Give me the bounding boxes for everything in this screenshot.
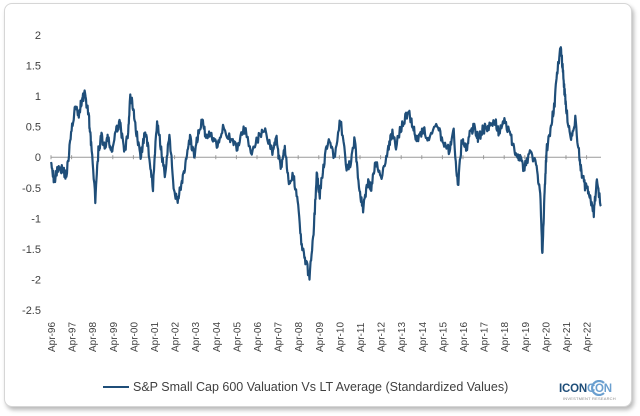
logo-wordmark: ICONCON xyxy=(559,383,612,395)
x-tick-label: Apr-21 xyxy=(562,322,573,352)
logo-text-main: ICON xyxy=(559,383,587,395)
y-tick-label: -0.5 xyxy=(22,183,41,195)
y-axis: 2 1.5 1 0.5 0 -0.5 -1 -1.5 -2 -2.5 xyxy=(22,30,41,317)
x-tick-label: Apr-11 xyxy=(356,322,367,352)
x-tick-label: Apr-12 xyxy=(377,322,388,352)
iconcon-logo: ICONCON INVESTMENT RESEARCH xyxy=(559,378,619,404)
x-tick-label: Apr-05 xyxy=(232,322,243,352)
x-tick-label: Apr-00 xyxy=(129,322,140,352)
x-tick-label: Apr-15 xyxy=(438,322,449,352)
legend: S&P Small Cap 600 Valuation Vs LT Averag… xyxy=(103,380,508,394)
legend-label: S&P Small Cap 600 Valuation Vs LT Averag… xyxy=(133,380,509,394)
y-tick-label: 0.5 xyxy=(26,122,41,134)
logo-text-alt: CON xyxy=(586,383,612,395)
x-tick-label: Apr-13 xyxy=(397,322,408,352)
x-tick-label: Apr-04 xyxy=(212,322,223,352)
series-line-sp600-valuation xyxy=(49,46,602,281)
x-tick-label: Apr-08 xyxy=(294,322,305,352)
x-tick-label: Apr-14 xyxy=(418,322,429,352)
x-tick-label: Apr-01 xyxy=(150,322,161,352)
x-tick-label: Apr-22 xyxy=(583,322,594,352)
line-chart: 21.510.50-0.5-1-1.5-2-2.5 Apr-96 Apr-97 Ap… xyxy=(22,30,602,352)
x-tick-label: Apr-99 xyxy=(109,322,120,352)
x-tick-label: Apr-17 xyxy=(480,322,491,352)
x-tick-label: Apr-02 xyxy=(171,322,182,352)
y-tick-label: -2 xyxy=(31,274,41,286)
chart-card: 2 1.5 1 0.5 0 -0.5 -1 -1.5 -2 -2.5 Apr-96 Apr-97 Ap… xyxy=(4,3,632,407)
y-tick-label: 1 xyxy=(35,91,41,103)
x-tick-label: Apr-06 xyxy=(253,322,264,352)
x-tick-label: Apr-09 xyxy=(315,322,326,352)
x-tick-label: Apr-16 xyxy=(459,322,470,352)
x-tick-label: Apr-96 xyxy=(47,322,58,352)
x-tick-label: Apr-98 xyxy=(88,322,99,352)
logo-tagline: INVESTMENT RESEARCH xyxy=(563,396,616,401)
x-tick-label: Apr-03 xyxy=(191,322,202,352)
x-tick-label: Apr-10 xyxy=(335,322,346,352)
y-tick-label: -2.5 xyxy=(22,305,41,317)
x-tick-label: Apr-18 xyxy=(500,322,511,352)
logo-arc-icon xyxy=(591,380,605,396)
y-tick-label: -1 xyxy=(31,213,41,225)
y-tick-label: 0 xyxy=(35,152,41,164)
y-tick-label: -1.5 xyxy=(22,244,41,256)
x-tick-label: Apr-97 xyxy=(68,322,79,352)
x-tick-label: Apr-07 xyxy=(274,322,285,352)
y-tick-label: 2 xyxy=(35,30,41,42)
x-axis: Apr-96 Apr-97 Apr-98 Apr-99 Apr-00 Apr-01 Apr-… xyxy=(47,322,594,352)
y-tick-label: 1.5 xyxy=(26,61,41,73)
x-tick-label: Apr-20 xyxy=(541,322,552,352)
legend-swatch xyxy=(103,386,129,388)
x-tick-label: Apr-19 xyxy=(521,322,532,352)
